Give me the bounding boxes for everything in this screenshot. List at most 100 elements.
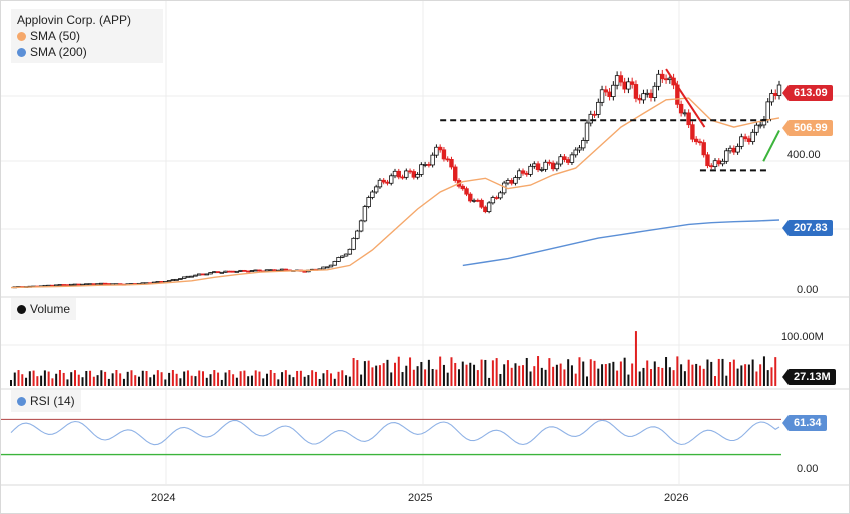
candle-body	[347, 248, 353, 255]
candle-body	[325, 266, 330, 269]
volume-bar	[450, 357, 453, 386]
volume-bar	[243, 370, 246, 386]
volume-bar	[382, 363, 385, 386]
candle-body	[573, 149, 578, 156]
candle-body	[622, 81, 627, 90]
volume-bar	[544, 369, 547, 386]
candle-body	[102, 282, 108, 285]
volume-bar	[149, 377, 152, 386]
volume-bar	[266, 373, 268, 386]
volume-bar	[43, 370, 46, 386]
volume-bar	[258, 371, 261, 386]
candle-body	[434, 146, 439, 156]
volume-bar	[186, 370, 189, 386]
volume-bar	[586, 376, 588, 386]
volume-bar	[360, 374, 363, 386]
candle-body	[65, 284, 70, 287]
candle-body	[242, 269, 247, 272]
candle-body	[430, 154, 435, 166]
candle-body	[166, 280, 172, 282]
volume-bar	[115, 370, 118, 386]
volume-bar	[540, 367, 543, 386]
volume-bar	[32, 370, 35, 386]
volume-bar	[85, 370, 88, 386]
candle-body	[178, 278, 183, 280]
legend-rsi: RSI (14)	[30, 394, 75, 408]
volume-bar	[759, 364, 762, 386]
volume-bar	[714, 376, 716, 386]
sma200-line	[462, 219, 780, 267]
candle-body	[366, 197, 371, 208]
candle-body	[264, 269, 270, 272]
volume-bar	[348, 376, 351, 386]
candle-body	[69, 283, 74, 286]
volume-bar	[314, 371, 317, 386]
volume-bar	[217, 372, 220, 386]
legend-title: Applovin Corp. (APP)	[17, 13, 132, 27]
candle-body	[181, 276, 187, 279]
candle-body	[724, 150, 729, 162]
candle-body	[633, 84, 639, 99]
candle-body	[532, 163, 537, 167]
volume-bar	[247, 376, 250, 386]
volume-bar	[141, 370, 144, 386]
candle-body	[468, 193, 473, 202]
candle-body	[528, 165, 533, 175]
candle-body	[449, 159, 454, 168]
candle-body	[565, 159, 571, 163]
candle-body	[370, 191, 375, 198]
candle-body	[76, 283, 81, 286]
candle-body	[498, 192, 503, 199]
candle-body	[415, 174, 420, 178]
volume-bar	[70, 372, 73, 386]
volume-bar	[412, 369, 415, 386]
volume-bar	[66, 379, 69, 386]
candle-body	[757, 124, 763, 127]
candle-body	[750, 131, 755, 143]
candle-body	[61, 284, 66, 286]
volume-bar	[254, 370, 257, 386]
volume-bar	[10, 380, 12, 386]
volume-bar	[710, 361, 713, 386]
volume-bar	[367, 360, 370, 386]
volume-bar	[28, 371, 31, 386]
volume-bar	[288, 374, 291, 386]
volume-bar	[194, 376, 197, 386]
volume-bar	[676, 356, 679, 386]
candle-body	[746, 138, 752, 143]
candle-body	[381, 179, 386, 183]
volume-bar	[145, 371, 148, 386]
price-tick-400: 400.00	[787, 149, 821, 161]
volume-bar	[74, 370, 76, 386]
candle-body	[727, 147, 733, 152]
volume-bar	[631, 363, 634, 386]
volume-bar	[51, 378, 54, 386]
volume-bar	[235, 377, 238, 386]
candle-body	[731, 147, 737, 153]
volume-bar	[751, 359, 754, 386]
candle-body	[245, 270, 251, 273]
volume-bar	[729, 362, 732, 386]
candle-body	[99, 282, 104, 285]
volume-bar	[555, 364, 558, 386]
volume-bar	[623, 357, 626, 386]
volume-bar	[578, 357, 581, 386]
candle-body	[302, 270, 307, 273]
volume-bar	[619, 361, 622, 386]
volume-bar	[175, 373, 178, 386]
volume-bar	[371, 367, 374, 386]
candle-body	[648, 92, 654, 99]
volume-tick-100m: 100.00M	[781, 331, 824, 343]
candle-body	[652, 85, 657, 99]
candle-body	[407, 170, 413, 173]
volume-bar	[608, 363, 611, 386]
candle-body	[569, 154, 575, 163]
candle-body	[377, 179, 383, 188]
volume-bar	[552, 366, 555, 386]
candle-body	[453, 166, 458, 181]
candle-body	[588, 113, 593, 124]
candle-body	[629, 81, 635, 85]
candle-body	[505, 180, 511, 184]
volume-bar	[352, 358, 355, 386]
